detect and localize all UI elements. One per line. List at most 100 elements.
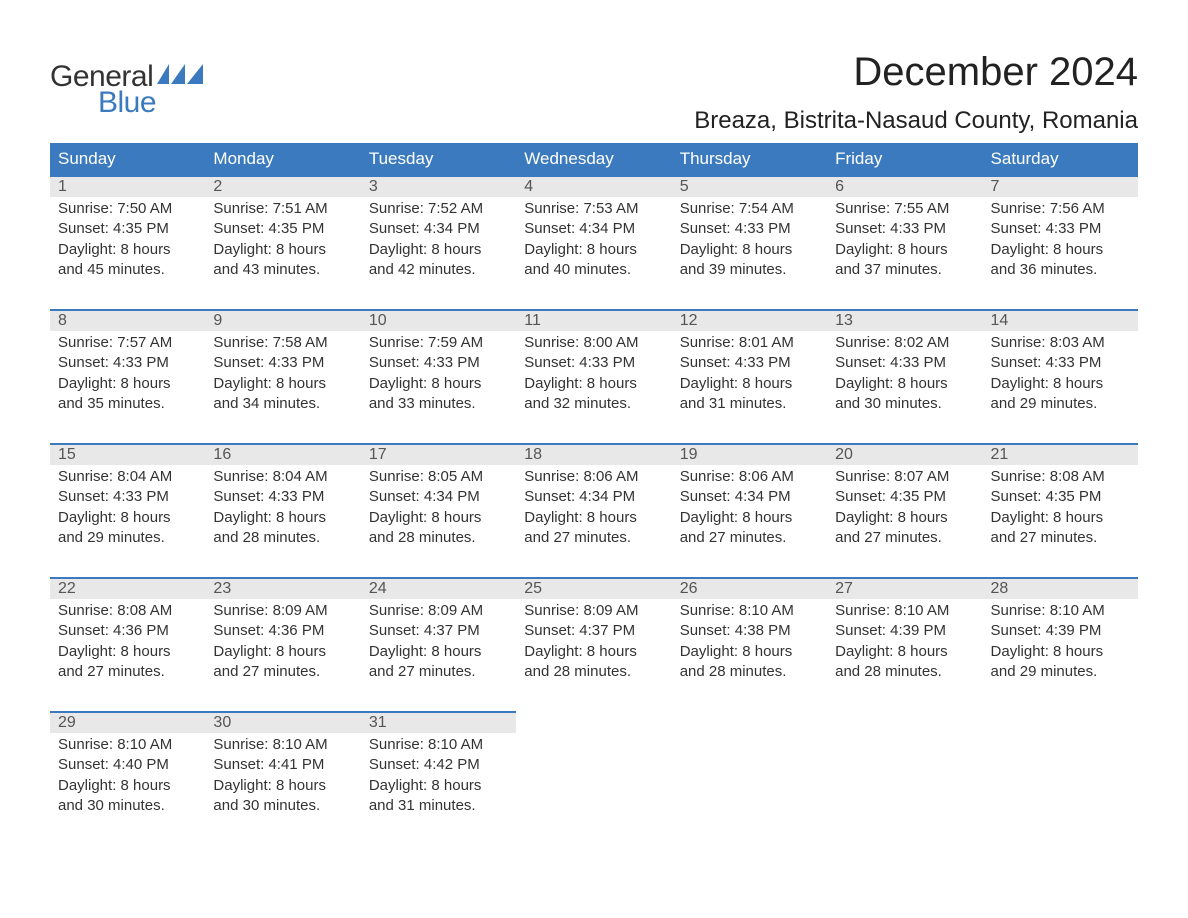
sunset-text: Sunset: 4:39 PM	[835, 621, 974, 641]
daylight-text-2: and 27 minutes.	[524, 528, 663, 548]
daylight-text-1: Daylight: 8 hours	[213, 642, 352, 662]
sunset-text: Sunset: 4:42 PM	[369, 755, 508, 775]
day-header-row: Sunday Monday Tuesday Wednesday Thursday…	[50, 143, 1138, 176]
day-number: 7	[983, 177, 1138, 197]
sunset-text: Sunset: 4:34 PM	[369, 219, 508, 239]
calendar-day-cell: 2Sunrise: 7:51 AMSunset: 4:35 PMDaylight…	[205, 176, 360, 310]
daylight-text-1: Daylight: 8 hours	[58, 240, 197, 260]
daylight-text-2: and 35 minutes.	[58, 394, 197, 414]
daylight-text-2: and 29 minutes.	[991, 394, 1130, 414]
calendar-day-cell: 17Sunrise: 8:05 AMSunset: 4:34 PMDayligh…	[361, 444, 516, 578]
sunrise-text: Sunrise: 7:55 AM	[835, 199, 974, 219]
daylight-text-1: Daylight: 8 hours	[524, 642, 663, 662]
sunset-text: Sunset: 4:38 PM	[680, 621, 819, 641]
daylight-text-1: Daylight: 8 hours	[58, 776, 197, 796]
daylight-text-1: Daylight: 8 hours	[991, 240, 1130, 260]
day-content: Sunrise: 8:03 AMSunset: 4:33 PMDaylight:…	[983, 331, 1138, 416]
sunrise-text: Sunrise: 7:53 AM	[524, 199, 663, 219]
sunrise-text: Sunrise: 7:51 AM	[213, 199, 352, 219]
day-content: Sunrise: 8:01 AMSunset: 4:33 PMDaylight:…	[672, 331, 827, 416]
daylight-text-2: and 28 minutes.	[369, 528, 508, 548]
calendar-day-cell	[516, 712, 671, 846]
sunset-text: Sunset: 4:33 PM	[680, 353, 819, 373]
calendar-day-cell: 20Sunrise: 8:07 AMSunset: 4:35 PMDayligh…	[827, 444, 982, 578]
sunrise-text: Sunrise: 8:10 AM	[58, 735, 197, 755]
calendar-day-cell: 28Sunrise: 8:10 AMSunset: 4:39 PMDayligh…	[983, 578, 1138, 712]
calendar-day-cell: 19Sunrise: 8:06 AMSunset: 4:34 PMDayligh…	[672, 444, 827, 578]
sunrise-text: Sunrise: 8:04 AM	[213, 467, 352, 487]
day-number: 26	[672, 579, 827, 599]
day-number: 11	[516, 311, 671, 331]
daylight-text-1: Daylight: 8 hours	[680, 642, 819, 662]
daylight-text-2: and 37 minutes.	[835, 260, 974, 280]
day-number: 14	[983, 311, 1138, 331]
daylight-text-2: and 28 minutes.	[524, 662, 663, 682]
daylight-text-1: Daylight: 8 hours	[369, 240, 508, 260]
day-number: 22	[50, 579, 205, 599]
day-header: Saturday	[983, 143, 1138, 176]
daylight-text-2: and 36 minutes.	[991, 260, 1130, 280]
sunset-text: Sunset: 4:33 PM	[58, 487, 197, 507]
sunrise-text: Sunrise: 7:56 AM	[991, 199, 1130, 219]
sunset-text: Sunset: 4:35 PM	[58, 219, 197, 239]
day-content: Sunrise: 8:08 AMSunset: 4:35 PMDaylight:…	[983, 465, 1138, 550]
calendar-day-cell: 31Sunrise: 8:10 AMSunset: 4:42 PMDayligh…	[361, 712, 516, 846]
daylight-text-2: and 31 minutes.	[369, 796, 508, 816]
daylight-text-2: and 27 minutes.	[991, 528, 1130, 548]
daylight-text-2: and 31 minutes.	[680, 394, 819, 414]
daylight-text-2: and 30 minutes.	[58, 796, 197, 816]
calendar-day-cell: 10Sunrise: 7:59 AMSunset: 4:33 PMDayligh…	[361, 310, 516, 444]
daylight-text-2: and 34 minutes.	[213, 394, 352, 414]
daylight-text-1: Daylight: 8 hours	[835, 240, 974, 260]
calendar-week-row: 29Sunrise: 8:10 AMSunset: 4:40 PMDayligh…	[50, 712, 1138, 846]
day-content: Sunrise: 8:06 AMSunset: 4:34 PMDaylight:…	[516, 465, 671, 550]
daylight-text-1: Daylight: 8 hours	[213, 374, 352, 394]
day-header: Monday	[205, 143, 360, 176]
daylight-text-1: Daylight: 8 hours	[524, 240, 663, 260]
daylight-text-2: and 30 minutes.	[213, 796, 352, 816]
daylight-text-2: and 29 minutes.	[58, 528, 197, 548]
daylight-text-1: Daylight: 8 hours	[58, 508, 197, 528]
day-number: 31	[361, 713, 516, 733]
day-number: 12	[672, 311, 827, 331]
day-number: 17	[361, 445, 516, 465]
sunrise-text: Sunrise: 8:10 AM	[213, 735, 352, 755]
sunrise-text: Sunrise: 8:06 AM	[524, 467, 663, 487]
calendar-day-cell: 16Sunrise: 8:04 AMSunset: 4:33 PMDayligh…	[205, 444, 360, 578]
calendar-day-cell: 9Sunrise: 7:58 AMSunset: 4:33 PMDaylight…	[205, 310, 360, 444]
daylight-text-1: Daylight: 8 hours	[58, 642, 197, 662]
sunset-text: Sunset: 4:36 PM	[58, 621, 197, 641]
daylight-text-1: Daylight: 8 hours	[369, 374, 508, 394]
day-content: Sunrise: 8:10 AMSunset: 4:39 PMDaylight:…	[983, 599, 1138, 684]
sunrise-text: Sunrise: 7:59 AM	[369, 333, 508, 353]
day-number: 16	[205, 445, 360, 465]
calendar-week-row: 1Sunrise: 7:50 AMSunset: 4:35 PMDaylight…	[50, 176, 1138, 310]
daylight-text-1: Daylight: 8 hours	[369, 776, 508, 796]
calendar-day-cell	[827, 712, 982, 846]
daylight-text-1: Daylight: 8 hours	[213, 508, 352, 528]
daylight-text-2: and 40 minutes.	[524, 260, 663, 280]
day-content: Sunrise: 7:56 AMSunset: 4:33 PMDaylight:…	[983, 197, 1138, 282]
daylight-text-2: and 28 minutes.	[680, 662, 819, 682]
calendar-day-cell: 14Sunrise: 8:03 AMSunset: 4:33 PMDayligh…	[983, 310, 1138, 444]
daylight-text-1: Daylight: 8 hours	[369, 508, 508, 528]
day-header: Tuesday	[361, 143, 516, 176]
calendar-day-cell: 11Sunrise: 8:00 AMSunset: 4:33 PMDayligh…	[516, 310, 671, 444]
calendar-day-cell: 13Sunrise: 8:02 AMSunset: 4:33 PMDayligh…	[827, 310, 982, 444]
sunset-text: Sunset: 4:33 PM	[991, 219, 1130, 239]
day-number: 4	[516, 177, 671, 197]
sunset-text: Sunset: 4:34 PM	[369, 487, 508, 507]
daylight-text-1: Daylight: 8 hours	[524, 374, 663, 394]
calendar-day-cell: 23Sunrise: 8:09 AMSunset: 4:36 PMDayligh…	[205, 578, 360, 712]
sunrise-text: Sunrise: 7:54 AM	[680, 199, 819, 219]
sunset-text: Sunset: 4:33 PM	[524, 353, 663, 373]
daylight-text-2: and 32 minutes.	[524, 394, 663, 414]
sunrise-text: Sunrise: 8:00 AM	[524, 333, 663, 353]
calendar-day-cell: 27Sunrise: 8:10 AMSunset: 4:39 PMDayligh…	[827, 578, 982, 712]
daylight-text-2: and 27 minutes.	[680, 528, 819, 548]
day-number: 13	[827, 311, 982, 331]
sunrise-text: Sunrise: 7:57 AM	[58, 333, 197, 353]
calendar-week-row: 22Sunrise: 8:08 AMSunset: 4:36 PMDayligh…	[50, 578, 1138, 712]
page-header: General Blue December 2024 Breaza, Bistr…	[50, 50, 1138, 135]
daylight-text-1: Daylight: 8 hours	[991, 508, 1130, 528]
